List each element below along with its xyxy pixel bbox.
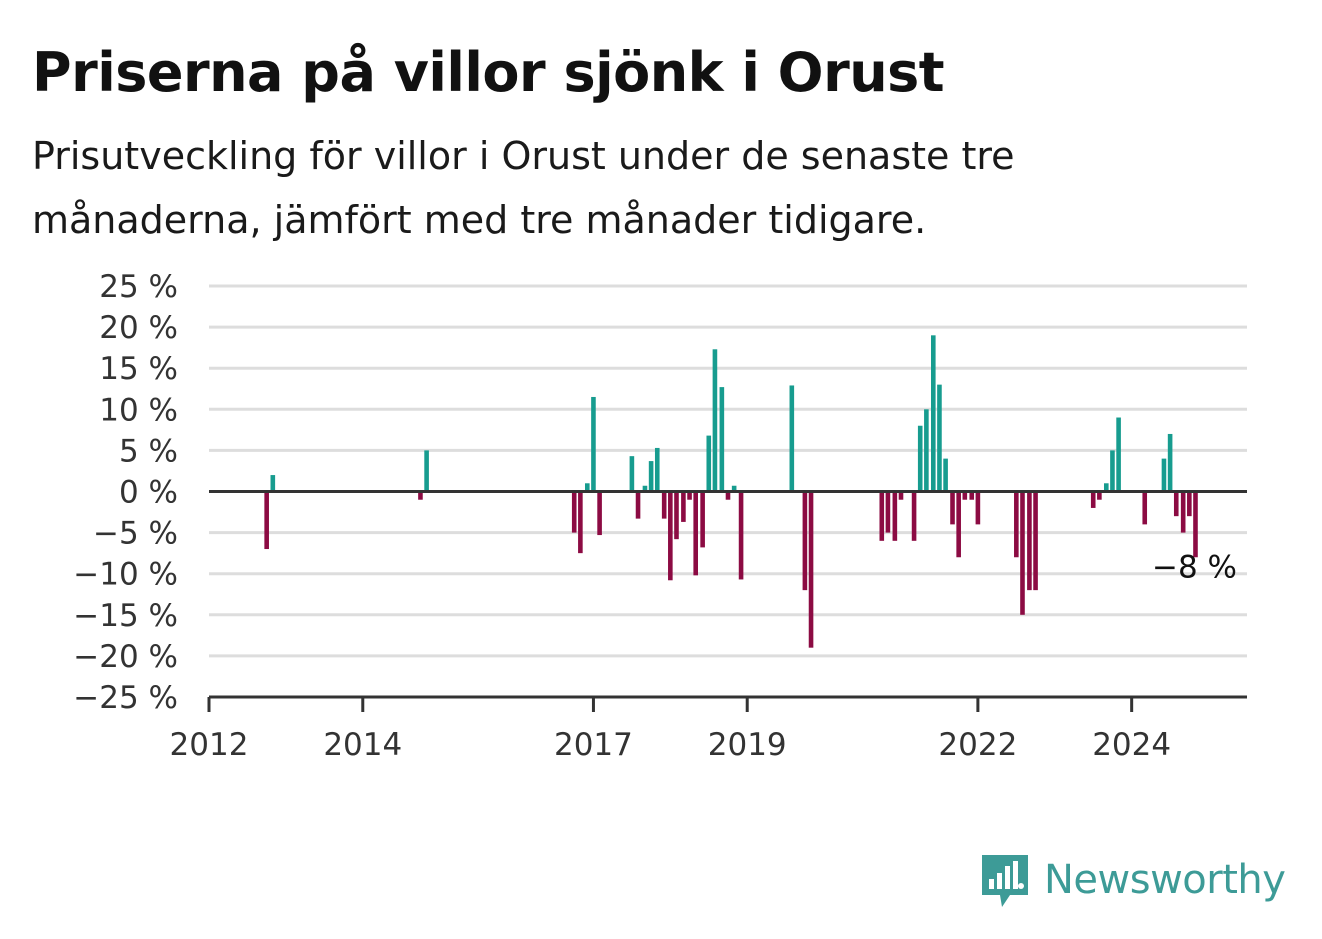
- y-tick-label: 15 %: [99, 351, 178, 387]
- bar-negative: [700, 491, 705, 548]
- y-tick-label: 0 %: [119, 475, 178, 511]
- y-tick-label: 5 %: [119, 433, 178, 469]
- bar-positive: [1167, 433, 1173, 492]
- y-tick-label: 20 %: [99, 310, 178, 346]
- bar-positive: [629, 456, 635, 492]
- bar-positive: [584, 483, 590, 492]
- newsworthy-logo-icon: [982, 855, 1028, 907]
- bar-positive: [917, 425, 923, 492]
- bar-positive: [930, 335, 936, 492]
- bar-negative: [1193, 491, 1198, 558]
- bar-negative: [1033, 491, 1038, 591]
- bar-positive: [937, 384, 942, 492]
- bar-positive: [654, 447, 660, 492]
- bar-positive: [731, 485, 737, 492]
- bar-negative: [571, 491, 577, 533]
- bar-negative: [962, 491, 968, 500]
- bar-positive: [1116, 417, 1121, 492]
- bar-positive: [943, 458, 948, 492]
- x-tick-label: 2022: [938, 727, 1017, 763]
- bar-negative: [1014, 491, 1019, 558]
- bar-negative: [808, 491, 814, 648]
- bar-negative: [661, 491, 667, 519]
- y-tick-label: 10 %: [99, 392, 178, 428]
- bar-negative: [950, 491, 955, 525]
- bar-negative: [1027, 491, 1032, 591]
- bar-negative: [1180, 491, 1186, 533]
- x-tick-label: 2019: [708, 727, 787, 763]
- bar-positive: [1110, 450, 1115, 492]
- bar-positive: [648, 461, 654, 492]
- y-tick-label: 25 %: [99, 269, 178, 305]
- bar-negative: [892, 491, 898, 541]
- bar-negative: [898, 491, 904, 500]
- bar-negative: [1020, 491, 1025, 615]
- bar-negative: [418, 491, 423, 500]
- bar-negative: [264, 491, 269, 550]
- y-tick-label: −20 %: [73, 639, 178, 675]
- bar-positive: [712, 349, 718, 492]
- bar-negative: [725, 491, 731, 500]
- last-value-annotation: −8 %: [1152, 549, 1237, 585]
- gridlines: [209, 284, 1247, 658]
- bar-positive: [1103, 483, 1109, 492]
- x-tick-label: 2012: [170, 727, 249, 763]
- y-tick-label: −10 %: [73, 557, 178, 593]
- bar-positive: [591, 396, 596, 492]
- y-tick-label: −25 %: [73, 680, 178, 716]
- bars: [264, 335, 1198, 648]
- bar-negative: [738, 491, 744, 580]
- bar-negative: [802, 491, 808, 591]
- bar-negative: [1173, 491, 1179, 517]
- x-tick-label: 2024: [1092, 727, 1171, 763]
- bar-negative: [674, 491, 679, 540]
- y-tick-label: −15 %: [73, 598, 178, 634]
- y-tick-label: −5 %: [93, 516, 178, 552]
- x-tick-label: 2017: [554, 727, 633, 763]
- bar-negative: [956, 491, 961, 558]
- bar-negative: [681, 491, 686, 522]
- x-tick-label: 2014: [323, 727, 402, 763]
- chart-title: Priserna på villor sjönk i Orust: [32, 41, 945, 104]
- bar-positive: [424, 450, 429, 492]
- newsworthy-logo[interactable]: Newsworthy: [980, 850, 1286, 910]
- bar-chart: 25 % 20 % 15 % 10 % 5 % 0 % −5 % −10 % −15 % −20 …: [73, 269, 1247, 763]
- bar-positive: [642, 485, 648, 492]
- bar-negative: [911, 491, 917, 541]
- bar-negative: [1187, 491, 1192, 517]
- bar-negative: [1097, 491, 1102, 500]
- bar-negative: [635, 491, 641, 519]
- bar-negative: [597, 491, 602, 536]
- bar-negative: [1142, 491, 1148, 525]
- bar-negative: [969, 491, 975, 500]
- bar-positive: [270, 475, 276, 492]
- bar-positive: [924, 409, 929, 492]
- brand-name: Newsworthy: [1044, 857, 1286, 903]
- bar-positive: [719, 387, 725, 492]
- bar-positive: [1161, 458, 1167, 492]
- y-axis-ticks: 25 % 20 % 15 % 10 % 5 % 0 % −5 % −10 % −15 % −20 …: [73, 269, 178, 716]
- bar-negative: [687, 491, 692, 500]
- bar-negative: [879, 491, 885, 541]
- bar-negative: [668, 491, 673, 581]
- bar-negative: [578, 491, 583, 554]
- bar-positive: [789, 385, 795, 492]
- chart-subtitle: Prisutveckling för villor i Orust under …: [32, 134, 1015, 242]
- bar-negative: [693, 491, 699, 576]
- bar-negative: [885, 491, 891, 533]
- bar-negative: [1090, 491, 1096, 508]
- x-axis-ticks: 2012 2014 2017 2019 2022 2024: [170, 697, 1171, 763]
- bar-negative: [975, 491, 981, 525]
- bar-positive: [706, 435, 712, 492]
